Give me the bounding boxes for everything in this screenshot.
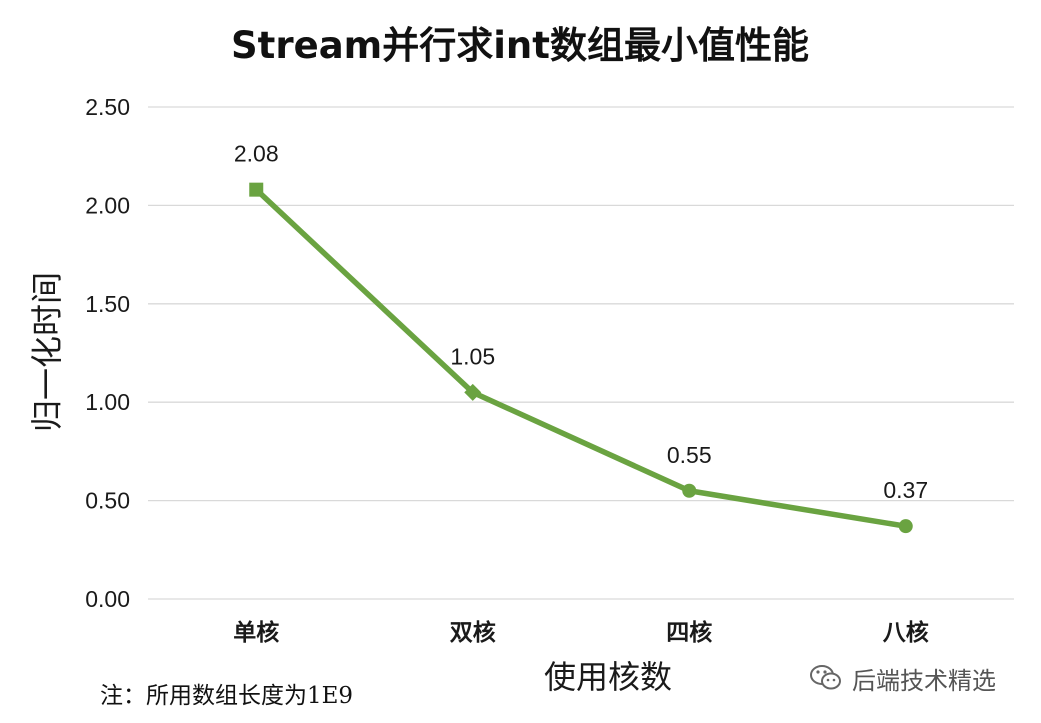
x-axis-title: 使用核数 xyxy=(544,658,672,696)
data-point xyxy=(682,483,697,498)
watermark: 后端技术精选 xyxy=(808,660,996,696)
gridlines xyxy=(148,106,1014,600)
data-point xyxy=(464,383,482,401)
series-line xyxy=(253,186,909,529)
watermark-text: 后端技术精选 xyxy=(852,666,996,695)
wechat-icon xyxy=(810,665,841,690)
x-category-label: 八核 xyxy=(883,619,929,646)
y-axis-ticks: 0.00 0.50 1.00 1.50 2.00 2.50 xyxy=(85,94,130,612)
y-tick-label: 1.00 xyxy=(85,389,130,415)
data-label: 0.55 xyxy=(667,442,712,468)
x-category-label: 双核 xyxy=(450,619,496,646)
data-label: 0.37 xyxy=(883,477,928,503)
data-point xyxy=(249,182,264,197)
data-label: 1.05 xyxy=(450,343,495,369)
y-tick-label: 2.50 xyxy=(85,94,130,120)
chart-title: Stream并行求int数组最小值性能 xyxy=(231,24,809,67)
y-tick-label: 2.00 xyxy=(85,192,130,218)
y-tick-label: 1.50 xyxy=(85,291,130,317)
footnote: 注：所用数组长度为1E9 xyxy=(100,683,354,709)
x-category-label: 单核 xyxy=(233,619,279,646)
y-axis-title: 归一化时间 xyxy=(28,272,66,432)
x-axis-categories: 单核 双核 四核 八核 xyxy=(233,619,929,646)
y-tick-label: 0.50 xyxy=(85,488,130,514)
data-label: 2.08 xyxy=(234,141,279,167)
data-point xyxy=(898,519,913,534)
series-group: 2.08 1.05 0.55 0.37 xyxy=(234,141,928,534)
x-category-label: 四核 xyxy=(666,619,712,646)
y-tick-label: 0.00 xyxy=(85,586,130,612)
